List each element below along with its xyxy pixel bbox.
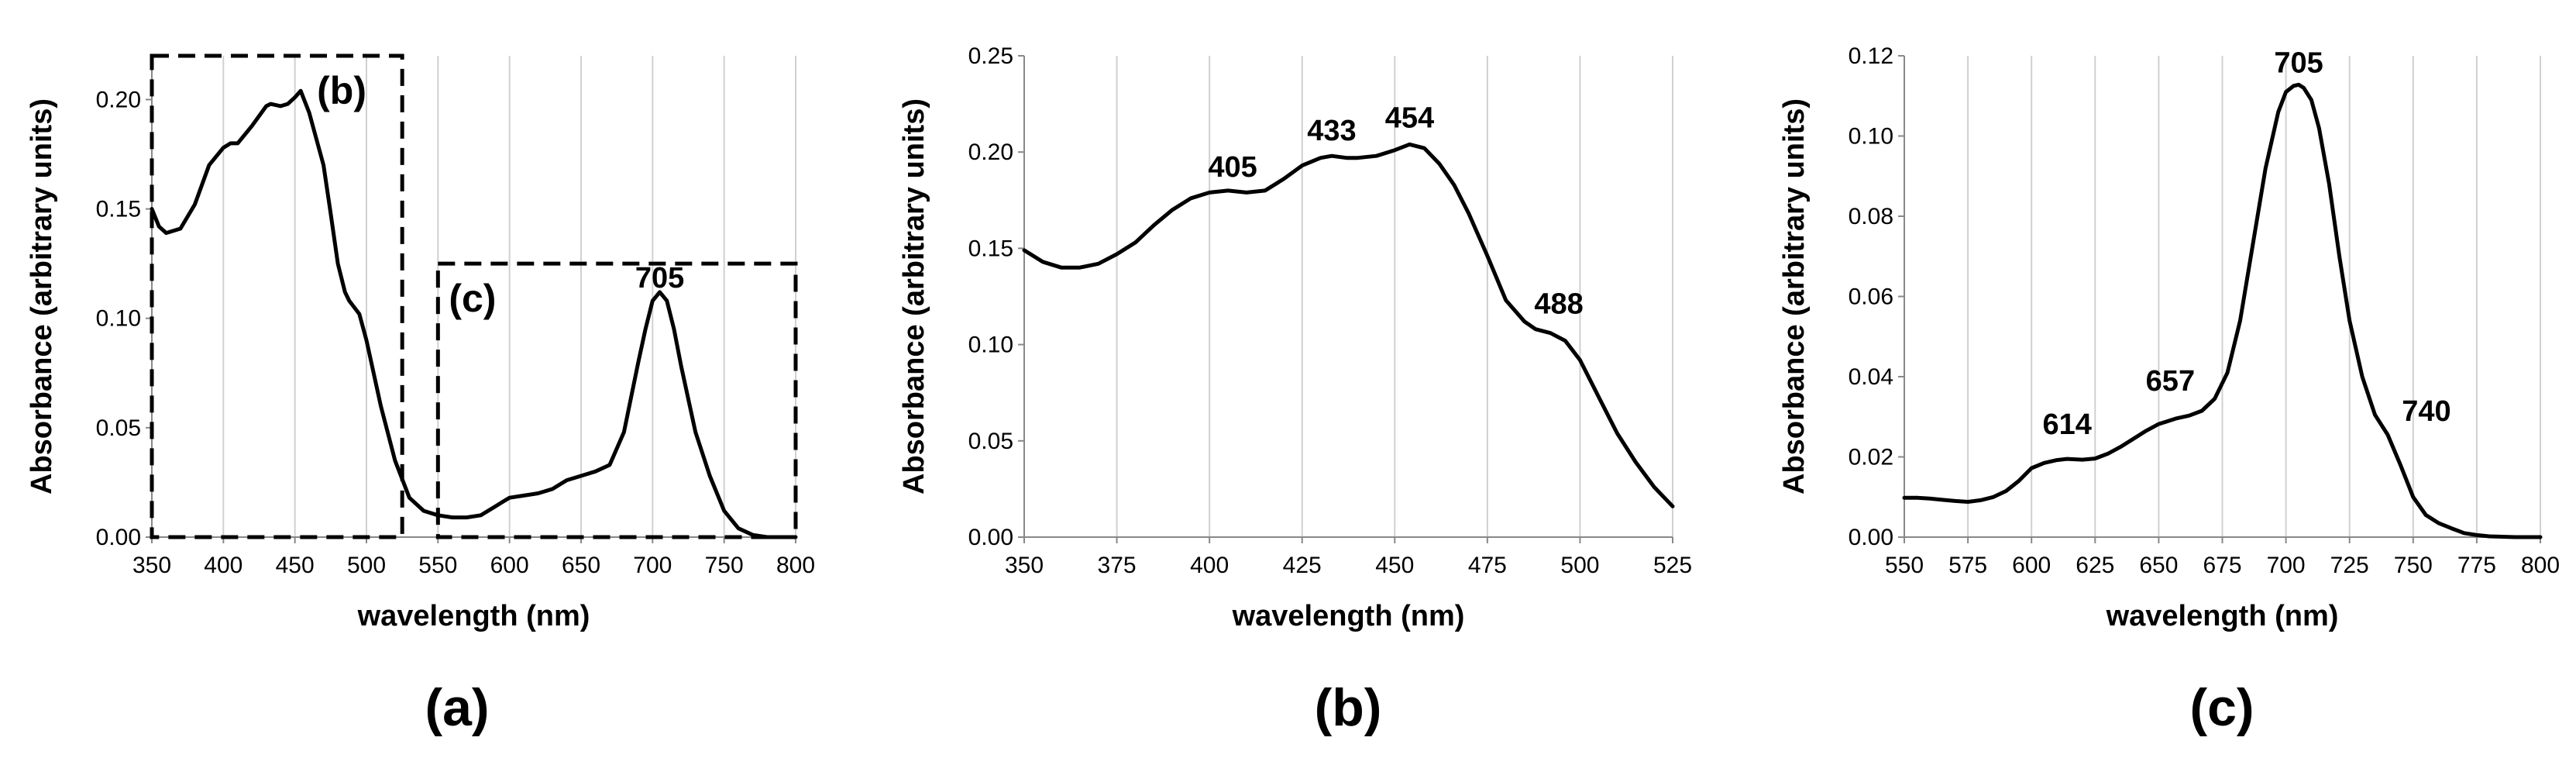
- y-tick-label: 0.00: [968, 525, 1013, 550]
- panel-label: (a): [425, 678, 489, 737]
- zoom-box-b: [150, 53, 404, 539]
- y-tick-label: 0.15: [968, 236, 1013, 261]
- x-tick-label: 750: [2394, 553, 2433, 578]
- series-line-1: [150, 88, 798, 539]
- y-axis-title: Absorbance (arbitrary units): [26, 98, 58, 494]
- y-axis-title: Absorbance (arbitrary units): [1778, 98, 1811, 494]
- x-tick-label: 750: [705, 553, 744, 578]
- peak-label-433: 433: [1307, 115, 1356, 147]
- x-tick-label: 650: [2139, 553, 2178, 578]
- peak-label-488: 488: [1534, 288, 1583, 321]
- y-tick-label: 0.10: [96, 306, 141, 332]
- y-tick-label: 0.04: [1849, 364, 1893, 390]
- x-tick-label: 350: [132, 553, 171, 578]
- y-tick-label: 0.06: [1849, 284, 1893, 310]
- x-tick-label: 775: [2457, 553, 2496, 578]
- chart-panel-3: 0.00 0.02 0.04 0.06 0.08 0.10 0.12 550 575 600 625…: [1778, 43, 2560, 737]
- x-tick-label: 800: [776, 553, 815, 578]
- x-tick-label: 600: [490, 553, 529, 578]
- chart-panel-1: 0.00 0.05 0.10 0.15 0.20 350 400 450 500 550 600 65…: [26, 53, 815, 737]
- x-tick-label: 475: [1468, 553, 1507, 578]
- x-tick-label: 800: [2521, 553, 2560, 578]
- y-tick-label: 0.00: [96, 525, 141, 550]
- x-tick-label: 600: [2012, 553, 2051, 578]
- x-tick-label: 725: [2330, 553, 2369, 578]
- x-tick-label: 575: [1948, 553, 1987, 578]
- x-tick-label: 700: [633, 553, 672, 578]
- x-tick-label: 525: [1653, 553, 1692, 578]
- x-tick-label: 700: [2267, 553, 2306, 578]
- y-tick-label: 0.00: [1849, 525, 1893, 550]
- peak-label-657: 657: [2146, 365, 2195, 398]
- peak-label-705: 705: [2274, 47, 2323, 79]
- chart-panel-2: 0.00 0.05 0.10 0.15 0.20 0.25 350 375 400 425 450 4…: [898, 43, 1692, 737]
- peak-label-454: 454: [1385, 102, 1434, 134]
- y-tick-label: 0.15: [96, 197, 141, 222]
- y-tick-label: 0.05: [968, 429, 1013, 454]
- x-tick-label: 375: [1098, 553, 1137, 578]
- x-tick-label: 500: [1560, 553, 1599, 578]
- series-line-1: [1022, 142, 1675, 508]
- y-tick-label: 0.10: [1849, 124, 1893, 150]
- x-tick-label: 625: [2076, 553, 2114, 578]
- peak-label-614: 614: [2042, 408, 2091, 441]
- y-tick-label: 0.05: [96, 415, 141, 441]
- y-tick-label: 0.25: [968, 43, 1013, 69]
- y-axis-title: Absorbance (arbitrary units): [898, 98, 930, 494]
- panel-label: (c): [2189, 678, 2254, 737]
- peak-label-405: 405: [1208, 151, 1257, 184]
- y-tick-label: 0.08: [1849, 204, 1893, 229]
- x-axis-title: wavelength (nm): [357, 600, 590, 632]
- x-tick-label: 400: [1190, 553, 1229, 578]
- x-tick-label: 650: [562, 553, 600, 578]
- zoom-box-label: (b): [317, 69, 366, 112]
- y-tick-label: 0.20: [96, 87, 141, 112]
- x-tick-label: 675: [2203, 553, 2241, 578]
- x-tick-label: 550: [1885, 553, 1924, 578]
- y-tick-label: 0.12: [1849, 43, 1893, 69]
- peak-label-705: 705: [635, 262, 684, 295]
- y-tick-label: 0.20: [968, 140, 1013, 165]
- x-axis-title: wavelength (nm): [1232, 600, 1465, 632]
- peak-label-740: 740: [2402, 395, 2450, 428]
- zoom-box-label: (c): [449, 277, 496, 320]
- series-line-1: [1902, 82, 2543, 539]
- x-tick-label: 550: [418, 553, 457, 578]
- y-tick-label: 0.10: [968, 332, 1013, 358]
- x-tick-label: 425: [1283, 553, 1322, 578]
- x-tick-label: 400: [204, 553, 242, 578]
- x-tick-label: 500: [347, 553, 386, 578]
- y-tick-label: 0.02: [1849, 445, 1893, 470]
- panel-label: (b): [1315, 678, 1382, 737]
- x-axis-title: wavelength (nm): [2106, 600, 2339, 632]
- x-tick-label: 450: [276, 553, 315, 578]
- x-tick-label: 350: [1005, 553, 1044, 578]
- x-tick-label: 450: [1375, 553, 1414, 578]
